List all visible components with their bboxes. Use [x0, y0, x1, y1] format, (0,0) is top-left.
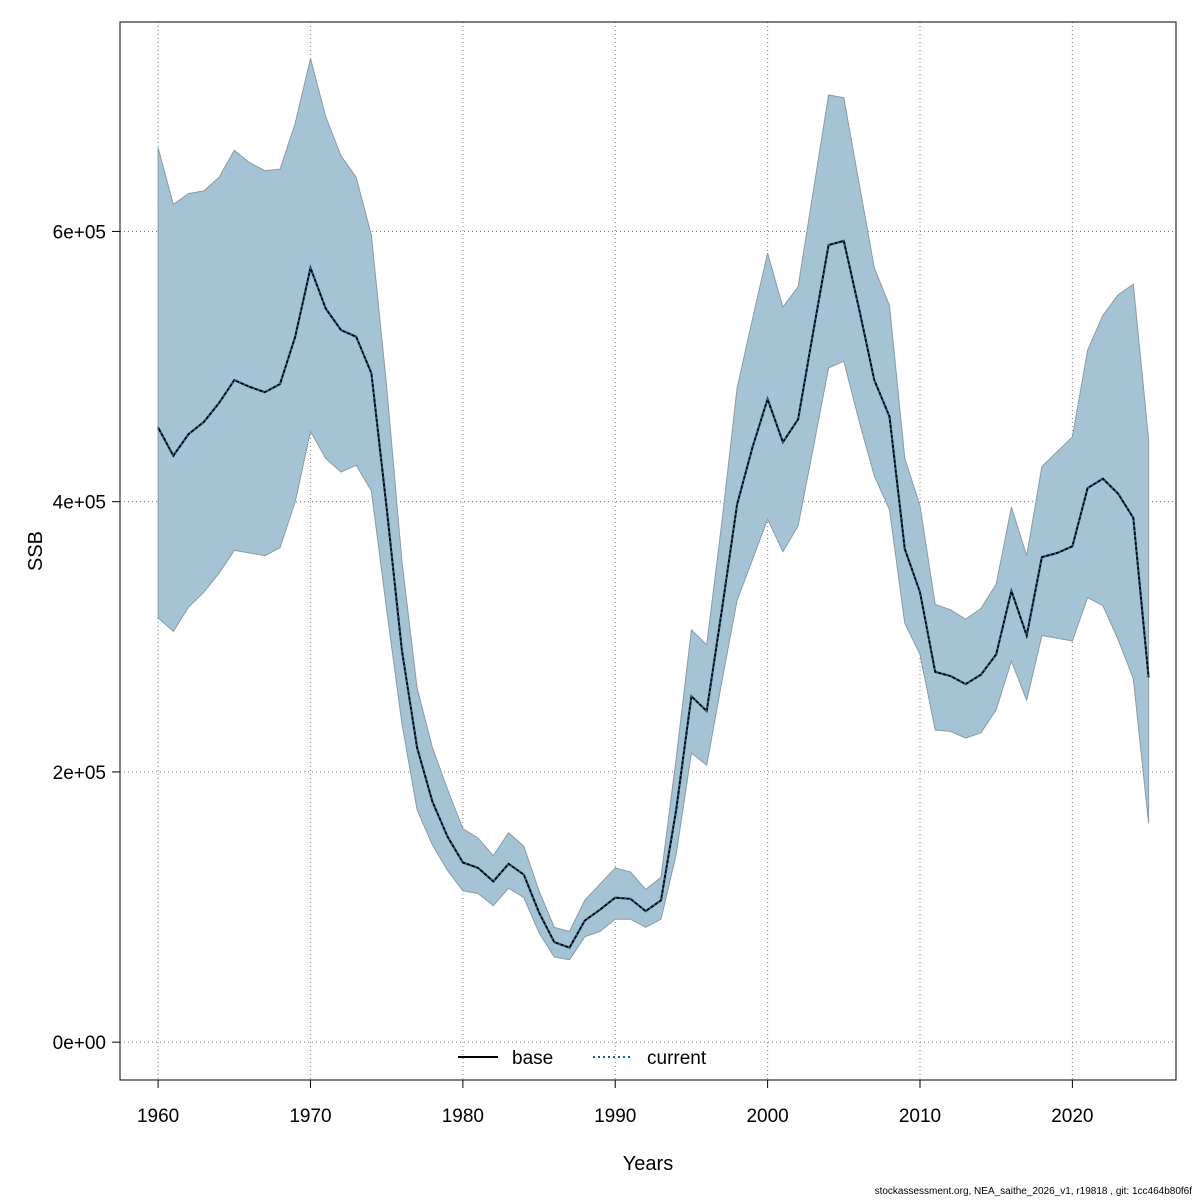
x-tick-label-1980: 1980 [442, 1106, 484, 1127]
x-tick-label-1990: 1990 [594, 1106, 636, 1127]
confidence-band-area [157, 58, 1150, 961]
x-axis-title: Years [623, 1153, 673, 1175]
y-tick-label-1: 2e+05 [53, 763, 106, 784]
x-tick-label-1970: 1970 [289, 1106, 331, 1127]
y-tick-label-3: 6e+05 [53, 222, 106, 243]
x-tick-label-2020: 2020 [1051, 1106, 1093, 1127]
x-tick-label-1960: 1960 [137, 1106, 179, 1127]
footer-credit: stockassessment.org, NEA_saithe_2026_v1,… [874, 1186, 1192, 1197]
axes: 1960 1970 1980 1990 2000 2010 2020 0e+00 2e+05 4e… [53, 222, 1094, 1127]
y-axis-title: SSB [25, 531, 47, 571]
series-lines [157, 239, 1150, 949]
x-tick-label-2000: 2000 [746, 1106, 788, 1127]
y-tick-label-0: 0e+00 [53, 1033, 106, 1054]
y-tick-label-2: 4e+05 [53, 493, 106, 514]
confidence-band [157, 58, 1150, 961]
legend-label-current: current [647, 1048, 707, 1069]
legend: base current [458, 1048, 707, 1069]
series-line-current [157, 239, 1150, 949]
x-tick-label-2010: 2010 [899, 1106, 941, 1127]
legend-label-base: base [512, 1048, 553, 1069]
